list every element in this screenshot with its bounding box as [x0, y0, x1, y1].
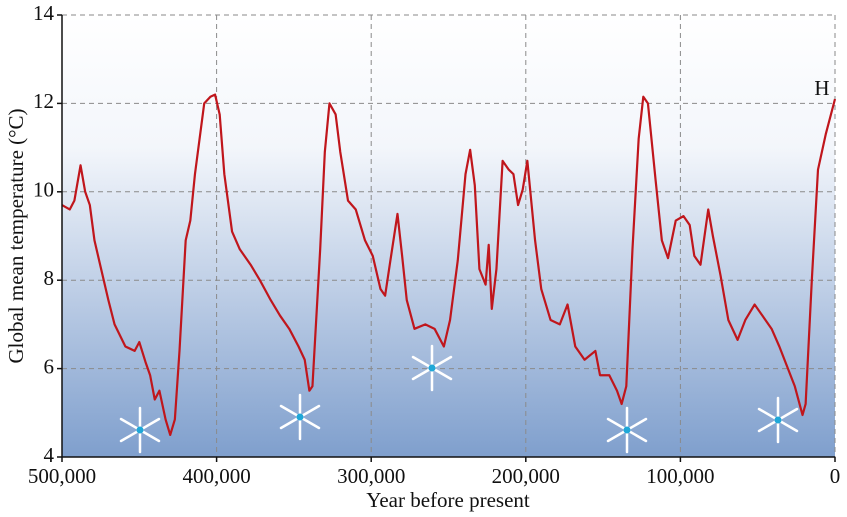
plot-background — [62, 15, 835, 457]
snowflake — [757, 396, 799, 444]
glacial-markers — [119, 344, 799, 454]
x-axis-title: Year before present — [366, 488, 530, 512]
snowflake — [606, 406, 648, 454]
x-tick-label: 400,000 — [182, 464, 250, 488]
snowflake — [279, 393, 321, 441]
y-tick-label: 14 — [33, 1, 55, 25]
x-tick-label: 500,000 — [28, 464, 96, 488]
y-tick-label: 8 — [44, 266, 55, 290]
y-tick-label: 6 — [44, 354, 55, 378]
snowflake — [119, 406, 161, 454]
labels: 4 6 8 10 12 14 500,000 400,000 300,000 200,000 100… — [28, 1, 840, 488]
annotation: H — [814, 76, 829, 100]
y-axis-title: Global mean temperature (°C) — [4, 108, 28, 363]
y-tick-label: 12 — [33, 89, 54, 113]
x-tick-label: 300,000 — [337, 464, 405, 488]
x-tick-label: 0 — [830, 464, 841, 488]
y-tick-label: 10 — [33, 178, 54, 202]
marks — [61, 93, 837, 436]
x-tick-label: 100,000 — [646, 464, 714, 488]
temperature-line — [61, 93, 837, 436]
y-tick-label: 4 — [44, 443, 55, 467]
snowflake — [411, 344, 453, 392]
x-tick-label: 200,000 — [492, 464, 560, 488]
